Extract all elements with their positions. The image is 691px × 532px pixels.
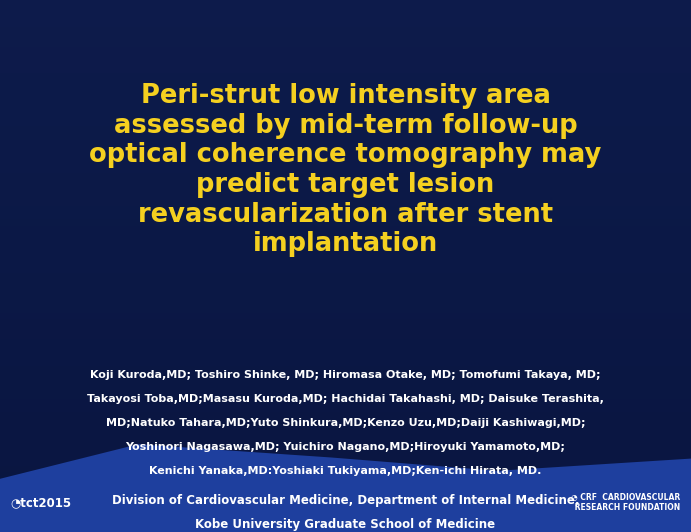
Bar (0, 180, 691, 186)
Bar (0, 127, 691, 133)
Polygon shape (0, 444, 691, 532)
Polygon shape (0, 455, 691, 532)
Bar (0, 53, 691, 60)
Bar (0, 293, 691, 299)
Text: Yoshinori Nagasawa,MD; Yuichiro Nagano,MD;Hiroyuki Yamamoto,MD;: Yoshinori Nagasawa,MD; Yuichiro Nagano,M… (126, 442, 565, 452)
Bar (0, 200, 691, 206)
Bar (0, 239, 691, 246)
Bar (0, 346, 691, 352)
Bar (0, 27, 691, 33)
Bar (0, 86, 691, 93)
Bar (0, 246, 691, 253)
Bar (0, 519, 691, 526)
Bar (0, 326, 691, 332)
Bar (0, 479, 691, 485)
Bar (0, 133, 691, 139)
Bar (0, 359, 691, 366)
Bar (0, 432, 691, 439)
Bar (0, 219, 691, 226)
Bar (0, 419, 691, 426)
Bar (0, 379, 691, 386)
Bar (0, 372, 691, 379)
Bar (0, 33, 691, 40)
Text: ◔ CRF  CARDIOVASCULAR
         RESEARCH FOUNDATION: ◔ CRF CARDIOVASCULAR RESEARCH FOUNDATION (551, 493, 681, 512)
Text: Division of Cardiovascular Medicine, Department of Internal Medicine,: Division of Cardiovascular Medicine, Dep… (112, 494, 579, 506)
Bar (0, 366, 691, 372)
Bar (0, 332, 691, 339)
Bar (0, 160, 691, 166)
Bar (0, 412, 691, 419)
Bar (0, 139, 691, 146)
Bar (0, 7, 691, 13)
Bar (0, 512, 691, 519)
Bar (0, 173, 691, 180)
Text: Koji Kuroda,MD; Toshiro Shinke, MD; Hiromasa Otake, MD; Tomofumi Takaya, MD;: Koji Kuroda,MD; Toshiro Shinke, MD; Hiro… (91, 370, 600, 380)
Bar (0, 106, 691, 113)
Bar (0, 352, 691, 359)
Bar (0, 260, 691, 266)
Bar (0, 0, 691, 7)
Bar (0, 186, 691, 193)
Bar (0, 60, 691, 66)
Bar (0, 193, 691, 200)
Text: Kobe University Graduate School of Medicine: Kobe University Graduate School of Medic… (196, 518, 495, 530)
Bar (0, 226, 691, 233)
Bar (0, 386, 691, 393)
Bar (0, 405, 691, 412)
Bar (0, 399, 691, 405)
Bar (0, 339, 691, 346)
Bar (0, 233, 691, 239)
Bar (0, 40, 691, 47)
Bar (0, 492, 691, 499)
Bar (0, 439, 691, 446)
Bar (0, 13, 691, 20)
Text: Takayosi Toba,MD;Masasu Kuroda,MD; Hachidai Takahashi, MD; Daisuke Terashita,: Takayosi Toba,MD;Masasu Kuroda,MD; Hachi… (87, 394, 604, 404)
Bar (0, 66, 691, 73)
Bar (0, 459, 691, 466)
Bar (0, 446, 691, 452)
Text: MD;Natuko Tahara,MD;Yuto Shinkura,MD;Kenzo Uzu,MD;Daiji Kashiwagi,MD;: MD;Natuko Tahara,MD;Yuto Shinkura,MD;Ken… (106, 418, 585, 428)
Bar (0, 166, 691, 173)
Bar (0, 20, 691, 27)
Bar (0, 272, 691, 279)
Bar (0, 113, 691, 120)
Bar (0, 485, 691, 492)
Bar (0, 505, 691, 512)
Bar (0, 306, 691, 313)
Bar (0, 393, 691, 399)
Bar (0, 286, 691, 293)
Bar (0, 213, 691, 219)
Bar (0, 526, 691, 532)
Bar (0, 313, 691, 319)
Bar (0, 452, 691, 459)
Bar (0, 299, 691, 306)
Bar (0, 472, 691, 479)
Bar (0, 73, 691, 80)
Bar (0, 426, 691, 432)
Bar (0, 120, 691, 127)
Text: Peri-strut low intensity area
assessed by mid-term follow-up
optical coherence t: Peri-strut low intensity area assessed b… (89, 83, 602, 257)
Bar (0, 146, 691, 153)
Bar (0, 499, 691, 505)
Bar (0, 253, 691, 260)
Text: ◔tct2015: ◔tct2015 (10, 496, 71, 509)
Bar (0, 319, 691, 326)
Bar (0, 93, 691, 100)
Bar (0, 206, 691, 213)
Bar (0, 279, 691, 286)
Bar (0, 466, 691, 472)
Bar (0, 47, 691, 53)
Bar (0, 100, 691, 106)
Bar (0, 80, 691, 86)
Text: Kenichi Yanaka,MD:Yoshiaki Tukiyama,MD;Ken-ichi Hirata, MD.: Kenichi Yanaka,MD:Yoshiaki Tukiyama,MD;K… (149, 466, 542, 476)
Bar (0, 153, 691, 160)
Bar (0, 266, 691, 272)
